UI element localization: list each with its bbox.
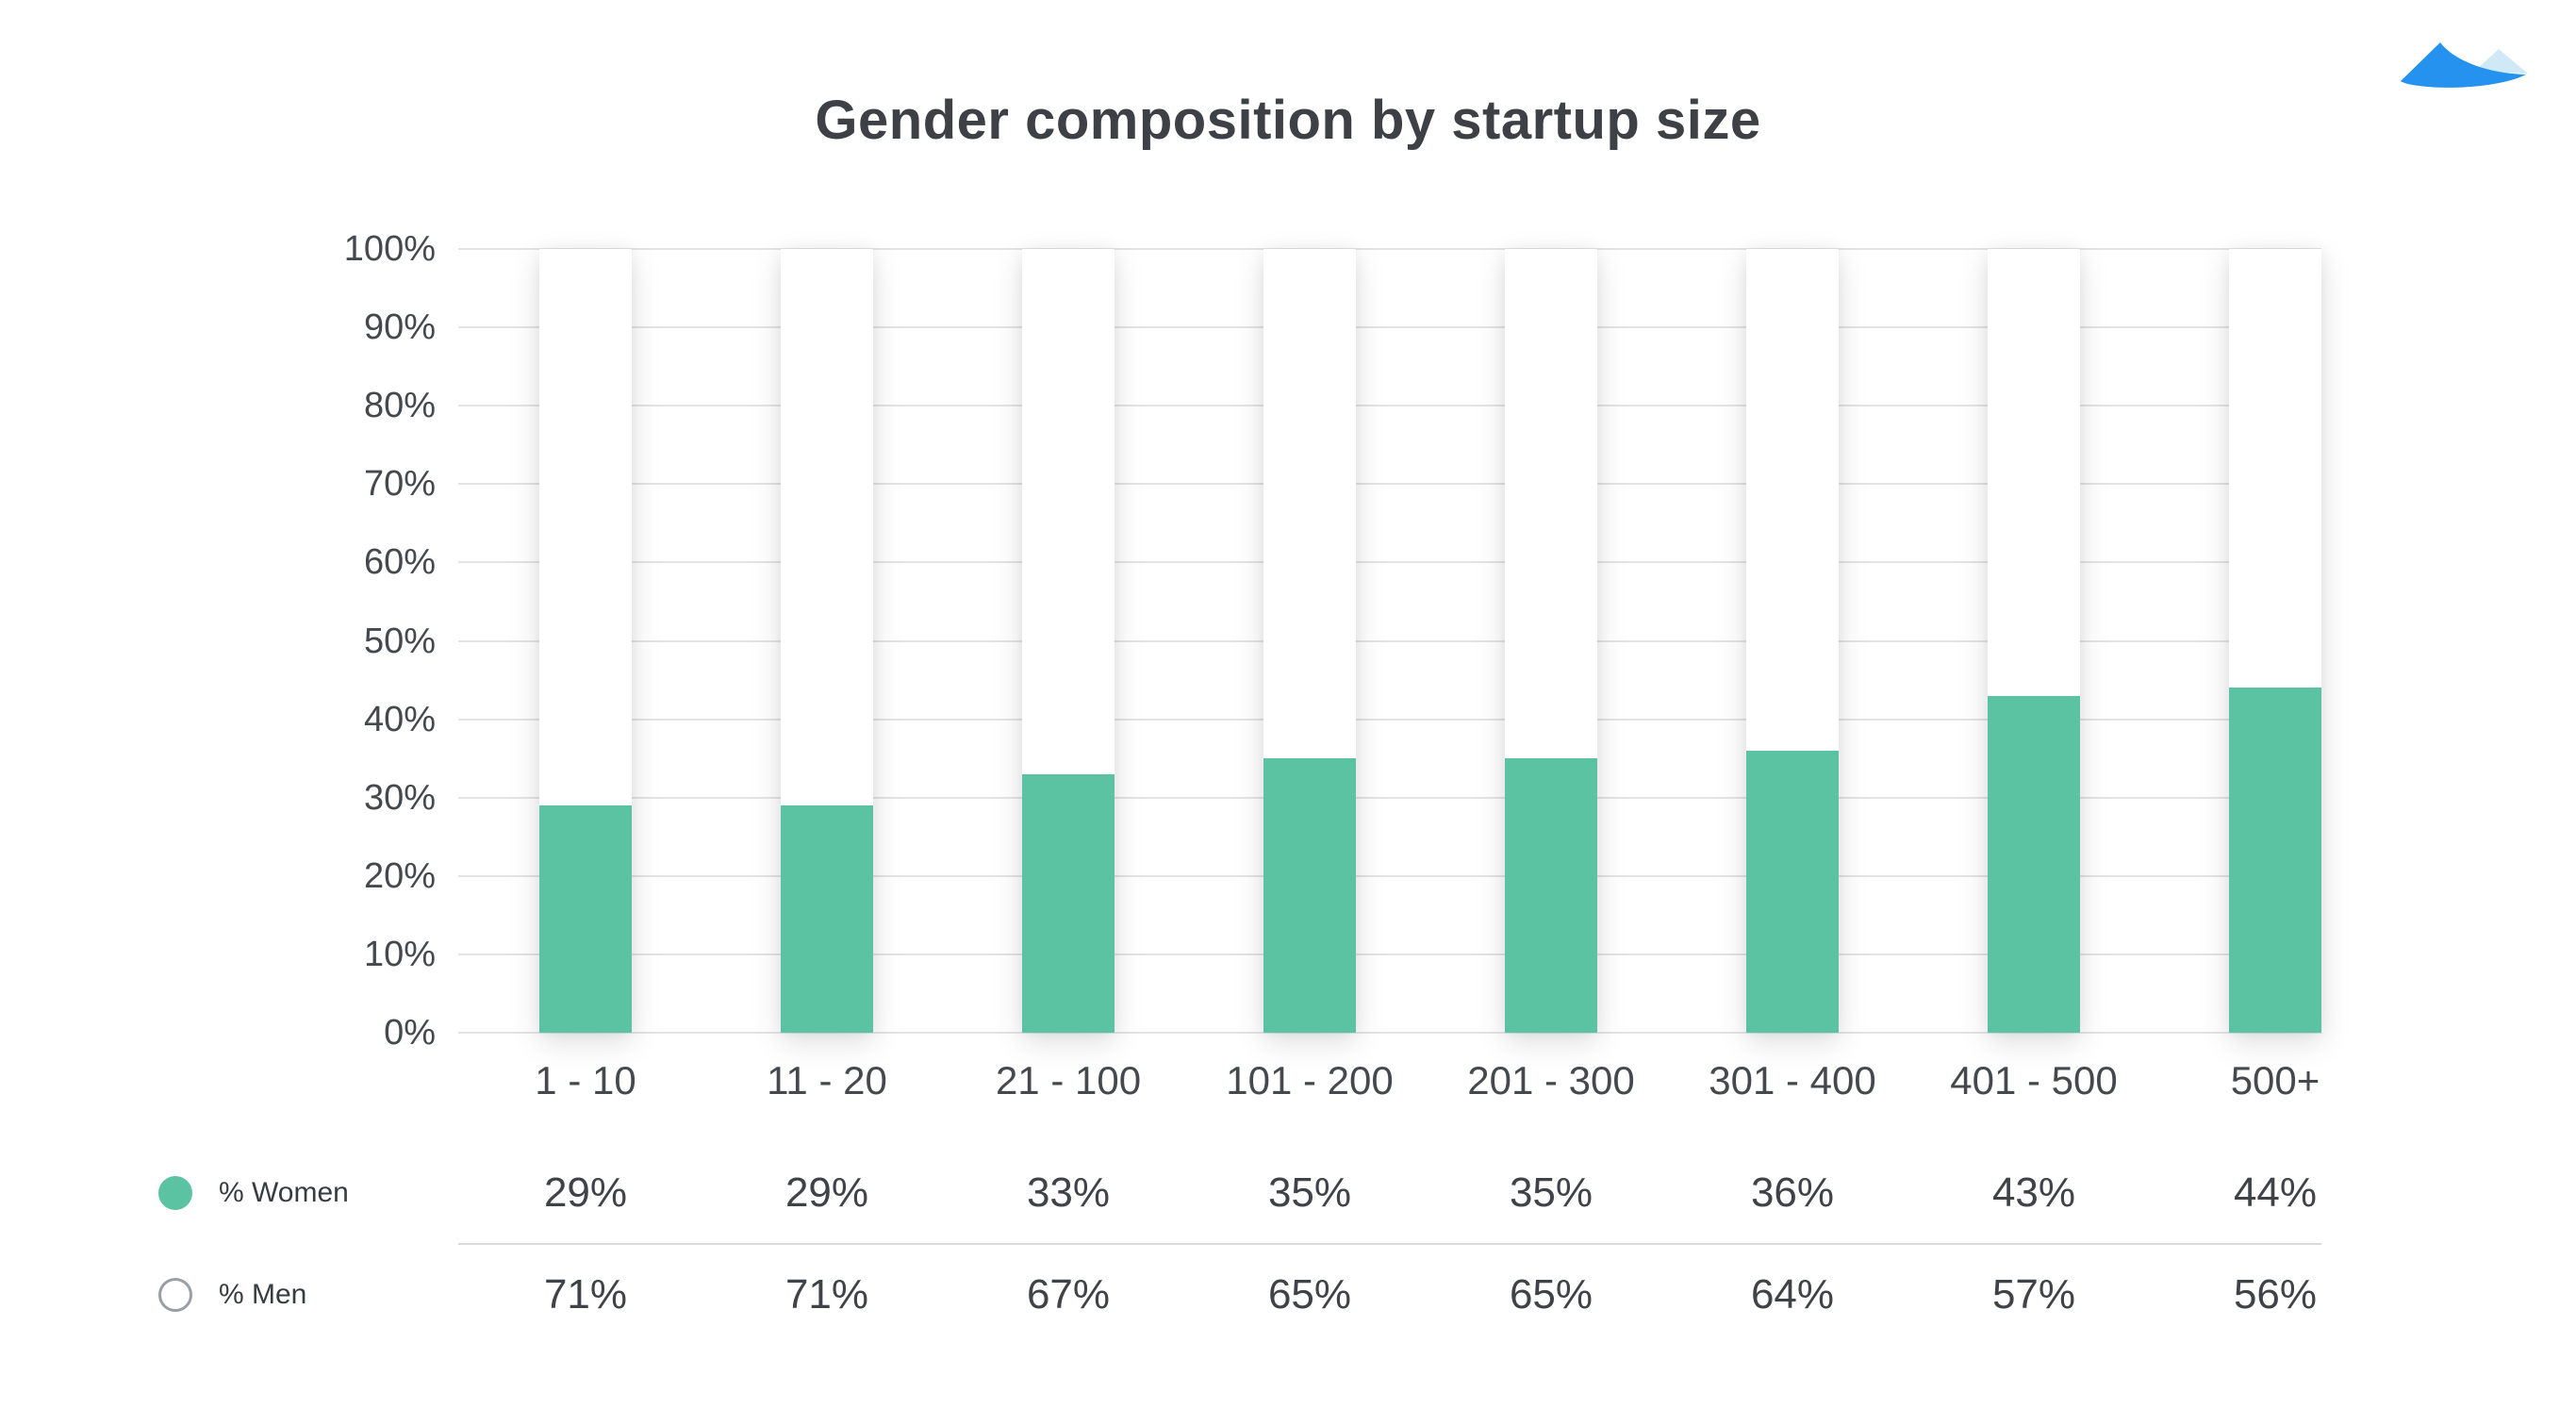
bar-11-20 <box>781 249 873 1033</box>
y-tick-label-10: 10% <box>363 934 436 974</box>
gridline-90 <box>458 326 2321 329</box>
gridline-0 <box>458 1032 2321 1034</box>
bar-301-400 <box>1746 249 1839 1033</box>
bar-101-200-women-fill <box>1263 758 1356 1033</box>
women-value-11-20: 29% <box>784 1169 869 1216</box>
gridline-50 <box>458 639 2321 642</box>
x-label-11-20: 11 - 20 <box>767 1058 887 1102</box>
bar-500+ <box>2229 249 2321 1033</box>
x-label-1-10: 1 - 10 <box>535 1058 636 1102</box>
x-label-201-300: 201 - 300 <box>1467 1058 1635 1102</box>
legend-row-divider <box>458 1243 2321 1245</box>
bar-21-100-women-fill <box>1022 773 1115 1033</box>
y-tick-label-20: 20% <box>363 855 436 896</box>
gridline-20 <box>458 874 2321 877</box>
x-label-301-400: 301 - 400 <box>1709 1058 1876 1102</box>
gridline-60 <box>458 561 2321 564</box>
women-swatch-icon <box>158 1176 192 1210</box>
gridline-80 <box>458 405 2321 407</box>
gridline-10 <box>458 953 2321 955</box>
legend-label-men: % Men <box>219 1279 307 1310</box>
bar-1-10-women-fill <box>539 805 632 1033</box>
women-value-21-100: 33% <box>1026 1169 1111 1216</box>
women-value-201-300: 35% <box>1509 1169 1593 1216</box>
y-tick-label-40: 40% <box>363 699 436 739</box>
men-value-500+: 56% <box>2233 1271 2318 1318</box>
y-tick-label-60: 60% <box>363 542 436 583</box>
bar-401-500-women-fill <box>1988 695 2080 1033</box>
legend-label-women: % Women <box>219 1177 349 1208</box>
women-value-1-10: 29% <box>543 1169 628 1216</box>
bar-201-300 <box>1505 249 1597 1033</box>
x-label-401-500: 401 - 500 <box>1950 1058 2118 1102</box>
x-label-101-200: 101 - 200 <box>1226 1058 1394 1102</box>
men-value-21-100: 67% <box>1026 1271 1111 1318</box>
bar-1-10 <box>539 249 632 1033</box>
bar-201-300-women-fill <box>1505 758 1597 1033</box>
men-swatch-icon <box>158 1278 192 1312</box>
y-tick-label-70: 70% <box>363 464 436 505</box>
gridline-40 <box>458 718 2321 721</box>
men-value-11-20: 71% <box>784 1271 869 1318</box>
x-label-500+: 500+ <box>2230 1058 2320 1102</box>
women-value-401-500: 43% <box>1991 1169 2076 1216</box>
bar-401-500 <box>1988 249 2080 1033</box>
y-tick-label-100: 100% <box>343 229 436 269</box>
y-tick-label-30: 30% <box>363 777 436 818</box>
bar-11-20-women-fill <box>781 805 873 1033</box>
gridline-30 <box>458 796 2321 799</box>
legend-table: % Women 29% 29% 33% 35% 35% 36% 43% 44% % Men 71% 7… <box>0 1143 2576 1345</box>
logo-small-peak-path <box>2474 49 2528 74</box>
men-value-401-500: 57% <box>1991 1271 2076 1318</box>
women-value-500+: 44% <box>2233 1169 2318 1216</box>
y-tick-label-90: 90% <box>363 307 436 348</box>
bar-301-400-women-fill <box>1746 750 1839 1033</box>
women-value-301-400: 36% <box>1750 1169 1835 1216</box>
men-value-301-400: 64% <box>1750 1271 1835 1318</box>
bar-500+-women-fill <box>2229 688 2321 1033</box>
x-label-21-100: 21 - 100 <box>995 1058 1142 1102</box>
men-value-201-300: 65% <box>1509 1271 1593 1318</box>
gridline-70 <box>458 483 2321 486</box>
gridline-100 <box>458 248 2321 250</box>
bar-101-200 <box>1263 249 1356 1033</box>
blue-mountain-logo-icon <box>2401 42 2528 88</box>
y-tick-label-80: 80% <box>363 386 436 426</box>
legend-row-women: % Women 29% 29% 33% 35% 35% 36% 43% 44% <box>0 1143 2576 1243</box>
legend-row-men: % Men 71% 71% 67% 65% 65% 64% 57% 56% <box>0 1245 2576 1345</box>
men-value-101-200: 65% <box>1267 1271 1352 1318</box>
women-value-101-200: 35% <box>1267 1169 1352 1216</box>
y-tick-label-0: 0% <box>384 1013 436 1053</box>
logo-big-peak-path <box>2401 42 2526 88</box>
plot-area <box>458 248 2321 1034</box>
y-tick-label-50: 50% <box>363 621 436 661</box>
chart-title: Gender composition by startup size <box>815 90 1761 151</box>
bar-21-100 <box>1022 249 1115 1033</box>
men-value-1-10: 71% <box>543 1271 628 1318</box>
